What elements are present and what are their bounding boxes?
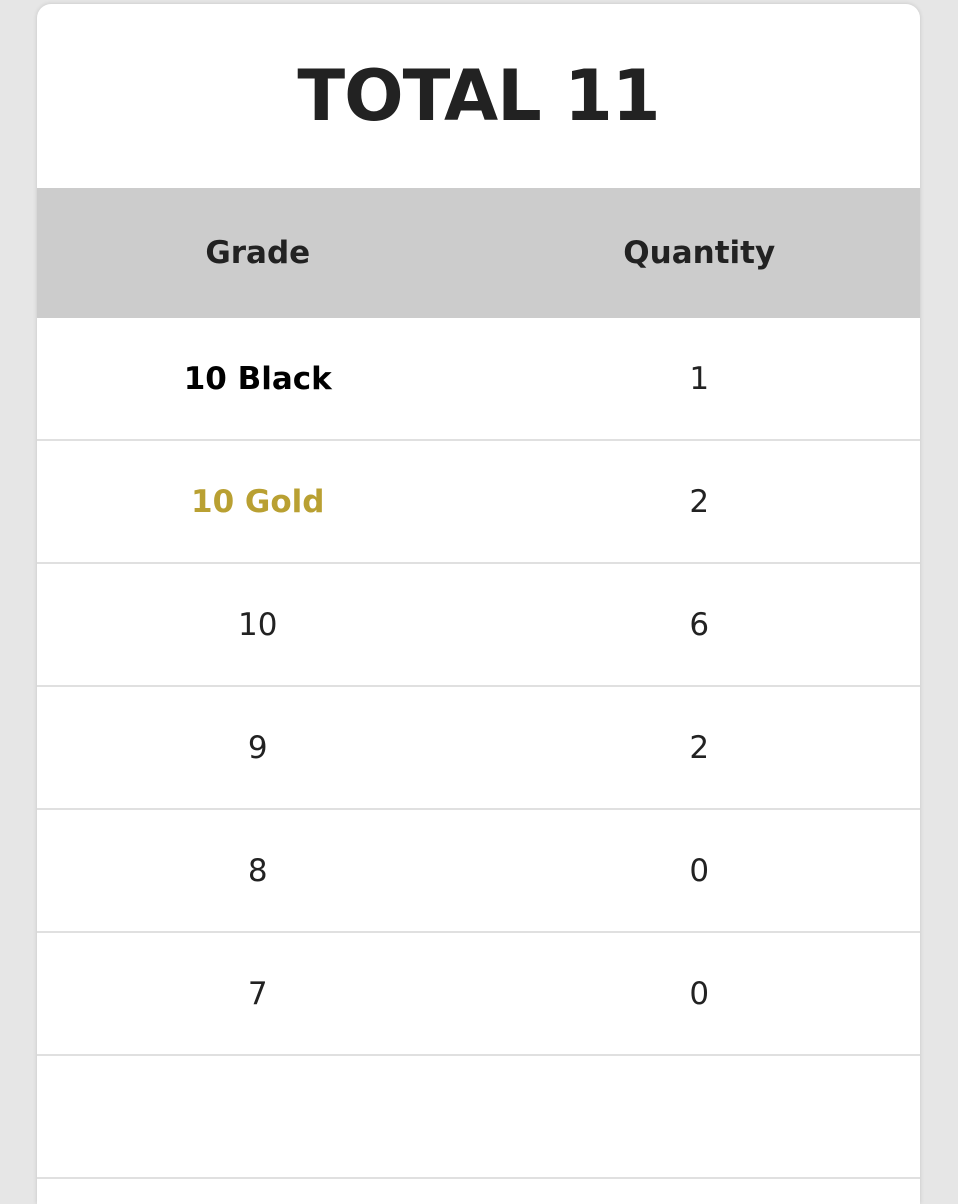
grade-cell: 9 [247, 729, 268, 766]
table-row: 10 Black 1 [37, 318, 920, 441]
grade-cell: 8 [247, 852, 268, 889]
header-quantity: Quantity [623, 235, 776, 271]
quantity-cell: 2 [689, 483, 710, 520]
quantity-cell: 0 [689, 852, 710, 889]
grade-cell: 10 Gold [191, 483, 325, 520]
quantity-cell: 0 [689, 975, 710, 1012]
grade-cell: 7 [247, 975, 268, 1012]
header-grade: Grade [205, 235, 311, 271]
table-header: Grade Quantity [37, 188, 920, 318]
population-card: TOTAL 11 Grade Quantity 10 Black 1 10 Gold… [37, 4, 920, 1204]
total-title: TOTAL 11 [297, 55, 660, 137]
table-row: 10 6 [37, 564, 920, 687]
table-row: 10 Gold 2 [37, 441, 920, 564]
grade-cell: 10 [238, 606, 278, 643]
quantity-cell: 2 [689, 729, 710, 766]
grade-cell: 10 Black [183, 360, 332, 397]
quantity-cell: 1 [689, 360, 710, 397]
table-row-partial [37, 1056, 920, 1179]
quantity-cell: 6 [689, 606, 710, 643]
